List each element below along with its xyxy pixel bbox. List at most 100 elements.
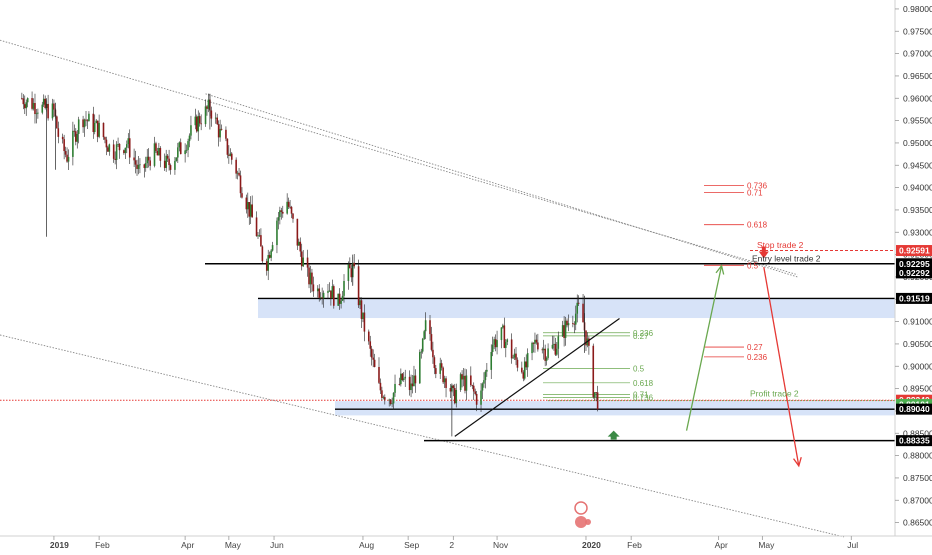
candle-body: [493, 339, 495, 345]
time-tick-label: 2020: [582, 540, 601, 550]
candle-body: [37, 112, 39, 114]
candle-body: [32, 103, 35, 109]
time-tick-label: 2019: [50, 540, 69, 550]
price-tick-label: 0.90500: [903, 339, 932, 349]
candle-body: [257, 235, 259, 237]
time-tick-label: Nov: [493, 540, 509, 550]
candle-body: [360, 300, 363, 319]
long-arrow-head: [715, 264, 725, 275]
channel-lines-layer: [0, 39, 845, 538]
emblem-icon-base: [575, 516, 587, 528]
candle-body: [510, 339, 513, 359]
fib-label-green: 0.27: [633, 332, 649, 341]
candle-body: [340, 300, 342, 304]
price-tick-label: 0.89500: [903, 384, 932, 394]
candle-body: [453, 388, 456, 404]
candle-body: [411, 383, 414, 387]
candle-body: [287, 201, 290, 207]
candle-body: [195, 116, 198, 132]
time-tick-label: Jul: [847, 540, 858, 550]
candle-body: [557, 336, 560, 349]
candle-body: [88, 113, 90, 122]
fib-label-green: 0.736: [633, 394, 654, 403]
candle-body: [219, 128, 221, 138]
candle-body: [494, 339, 497, 348]
candle-body: [251, 204, 253, 218]
candle-body: [230, 153, 233, 160]
candle-body: [61, 136, 64, 140]
candle-body: [462, 375, 465, 380]
candle-body: [391, 403, 393, 405]
price-tick-label: 0.86500: [903, 518, 932, 528]
candle-body: [156, 150, 159, 156]
price-axis[interactable]: 0.98000 0.97500 0.97000 0.96500 0.96000 0.955…: [895, 4, 932, 528]
sell-marker-icon: [758, 251, 769, 259]
overlay-layer: Stop trade 2 Entry level trade 2 Profit tr…: [454, 240, 821, 468]
price-tick-label: 0.94000: [903, 183, 932, 193]
candle-body: [526, 353, 529, 368]
candle-body: [534, 339, 536, 344]
price-label-text: 0.91519: [899, 293, 930, 303]
candles-layer: [21, 91, 599, 437]
candle-body: [72, 130, 74, 157]
candle-body: [471, 385, 474, 386]
candle-body: [472, 385, 475, 392]
price-label-text: 0.89040: [899, 404, 930, 414]
price-tick-label: 0.88500: [903, 428, 932, 438]
candle-body: [413, 375, 415, 387]
candle-body: [512, 357, 514, 359]
price-tick-label: 0.93500: [903, 205, 932, 215]
candle-body: [496, 340, 498, 348]
candle-body: [214, 117, 217, 119]
candle-body: [347, 264, 350, 282]
price-label-text: 0.92295: [899, 259, 930, 269]
candle-body: [188, 135, 191, 142]
price-tick-label: 0.95500: [903, 116, 932, 126]
candle-body: [378, 366, 380, 383]
time-tick-label: 2: [449, 540, 454, 550]
candle-body: [541, 349, 544, 351]
candle-body: [185, 149, 188, 151]
candle-body: [532, 342, 535, 344]
price-label-text: 0.92292: [899, 268, 930, 278]
candle-body: [445, 378, 447, 388]
candle-body: [66, 154, 68, 162]
candle-body: [379, 382, 382, 391]
candle-body: [73, 130, 76, 132]
candle-body: [563, 325, 565, 338]
candle-body: [544, 348, 546, 361]
candle-body: [384, 397, 386, 400]
candle-body: [166, 155, 169, 159]
candle-body: [206, 106, 208, 109]
short-arrow: [763, 266, 800, 466]
candle-body: [506, 339, 509, 342]
candle-body: [168, 158, 170, 166]
candle-body: [582, 303, 584, 323]
price-label-box: [896, 245, 932, 257]
sell-marker-stem: [761, 246, 766, 252]
candle-body: [228, 154, 230, 156]
candle-body: [85, 119, 87, 121]
candle-body: [404, 376, 407, 379]
candle-body: [158, 147, 160, 156]
channel-line: [205, 93, 798, 278]
fib-layer: 0.2360.270.50.6180.710.7360.7360.710.618…: [543, 181, 768, 403]
candle-body: [318, 288, 321, 298]
candle-body: [503, 325, 506, 348]
candle-body: [124, 147, 127, 154]
time-axis[interactable]: 2019 Feb Apr May Jun Aug Sep 2 Nov 2020 Feb Apr May J…: [50, 536, 858, 550]
candle-body: [442, 367, 444, 383]
candle-body: [515, 353, 517, 360]
candle-body: [133, 157, 135, 161]
candle-body: [144, 163, 147, 168]
candle-body: [217, 124, 220, 138]
time-tick-label: Aug: [359, 540, 374, 550]
emblem-icon-dot: [585, 519, 591, 525]
candle-body: [363, 312, 366, 332]
candle-body: [373, 359, 376, 367]
candle-body: [255, 217, 258, 237]
candle-body: [470, 375, 472, 386]
